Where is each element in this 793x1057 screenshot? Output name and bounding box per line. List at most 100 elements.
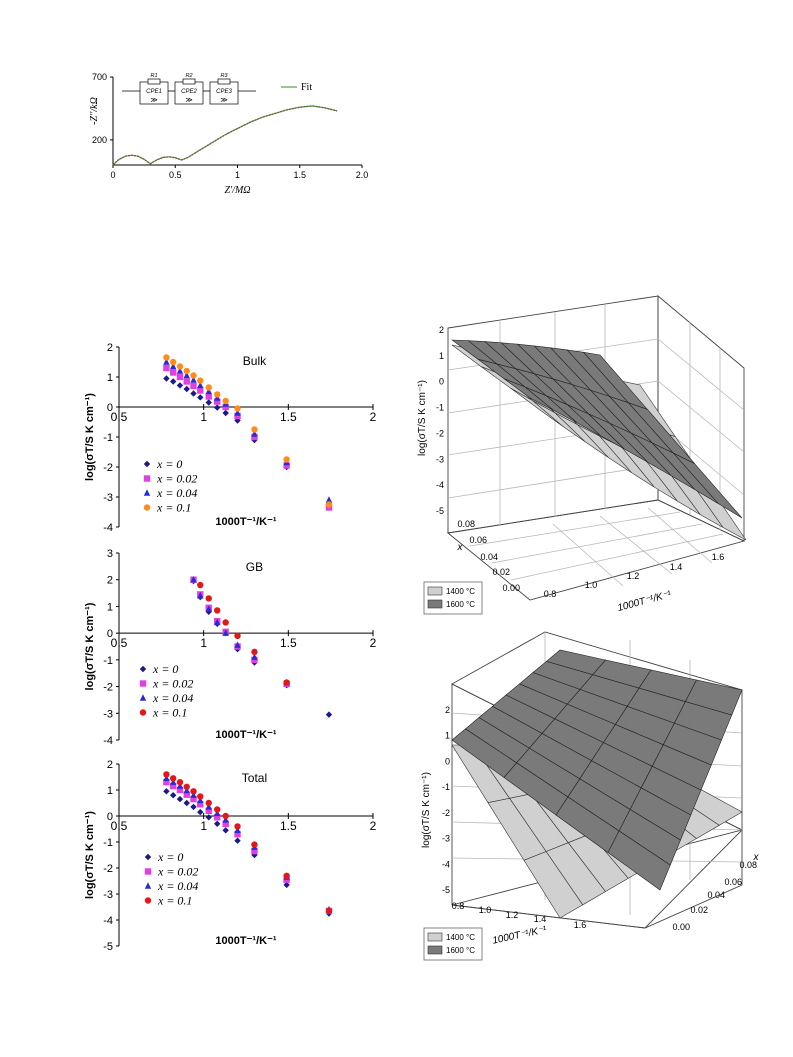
y-tick-label: -1	[103, 837, 113, 849]
data-point-diamond	[234, 837, 241, 844]
y-tick-label: 0.06	[469, 535, 487, 545]
z-tick-label: -5	[442, 885, 450, 895]
data-point-circle	[283, 872, 290, 879]
x-tick-label: 1.4	[670, 562, 683, 572]
data-point-triangle	[251, 653, 258, 660]
data-point-square	[169, 782, 177, 790]
data-point-circle	[251, 841, 258, 848]
x-axis-label: 1000T⁻¹/K⁻¹	[491, 924, 548, 946]
data-point-triangle	[190, 791, 197, 798]
data-point-triangle	[197, 381, 204, 389]
data-point-circle	[222, 619, 229, 626]
data-point-triangle	[143, 489, 151, 496]
x-axis-label: 1000T⁻¹/K⁻¹	[215, 935, 276, 947]
data-point-square	[197, 387, 204, 394]
z-axis-label: log(σT/S K cm⁻¹)	[421, 772, 432, 848]
data-point-circle	[163, 771, 170, 778]
data-point-square	[176, 786, 184, 794]
data-point-triangle	[144, 882, 152, 889]
data-point-diamond	[169, 792, 177, 799]
data-point-diamond	[222, 827, 229, 834]
data-point-diamond	[214, 404, 221, 411]
data-point-circle	[176, 779, 184, 786]
z-tick-label: -4	[436, 480, 444, 490]
grid-line	[657, 338, 745, 411]
data-point-triangle	[197, 796, 204, 804]
x-tick-label: 1.2	[627, 571, 640, 581]
y-tick-label: -4	[103, 915, 113, 927]
x-tick-label: 1.5	[293, 170, 306, 180]
x-tick-label: 0.5	[111, 819, 128, 833]
data-point-diamond	[190, 803, 197, 811]
z-tick-label: -1	[436, 403, 444, 413]
data-point-circle	[169, 775, 177, 782]
data-point-triangle	[251, 430, 258, 437]
legend-label: x = 0.02	[156, 472, 197, 486]
legend-label: x = 0.1	[156, 501, 191, 515]
y-tick-label: -1	[103, 655, 113, 667]
data-point-square	[163, 364, 170, 372]
grid-line	[491, 523, 703, 564]
data-point-triangle	[234, 641, 241, 648]
data-point-diamond	[176, 382, 184, 389]
resistor-symbol	[182, 78, 196, 85]
data-point-diamond	[283, 881, 290, 889]
data-point-square	[222, 820, 229, 827]
grid-line	[647, 507, 713, 564]
y-tick-label: 0.00	[672, 922, 690, 932]
z-tick-label: 0	[439, 377, 444, 387]
x-tick-label: 0.5	[169, 170, 182, 180]
data-point-circle	[234, 632, 241, 640]
legend-label: x = 0.04	[152, 691, 193, 705]
chart-title: Total	[242, 771, 267, 785]
y-tick-label: 0	[107, 811, 113, 823]
data-point-square	[222, 403, 229, 411]
data-point-circle	[251, 426, 258, 433]
y-tick-label: 0.04	[480, 552, 498, 562]
data-point-diamond	[205, 814, 212, 821]
y-tick-label: 0	[107, 628, 113, 640]
data-point-circle	[205, 595, 212, 602]
data-point-diamond	[205, 399, 212, 406]
data-point-square	[214, 814, 221, 821]
y-axis-label: log(σT/S K cm⁻¹)	[84, 602, 96, 690]
data-point-square	[163, 779, 170, 786]
data-point-square	[183, 791, 190, 798]
legend-label: x = 0.04	[156, 486, 197, 500]
x-tick-label: 1	[200, 819, 207, 833]
data-point-diamond	[325, 711, 333, 718]
data-point-square	[234, 831, 241, 838]
cpe-label: CPE3	[216, 89, 232, 95]
data-point-square	[283, 462, 290, 469]
y-tick-label: 2	[107, 759, 113, 771]
x-tick-label: 0.5	[111, 410, 128, 424]
legend-label: 1600 °C	[446, 600, 475, 609]
data-point-triangle	[163, 358, 170, 365]
legend-label: x = 0	[157, 850, 183, 864]
resistor-label: R3	[220, 73, 228, 79]
grid-line	[469, 511, 681, 547]
legend-label: 1600 °C	[446, 946, 475, 955]
data-point-circle	[205, 799, 212, 807]
data-point-triangle	[169, 778, 177, 785]
y-tick-label: 0.06	[724, 877, 742, 887]
data-point-square	[205, 393, 212, 400]
x-axis-label: Z'/MΩ	[224, 185, 250, 196]
z-tick-label: -1	[442, 782, 450, 792]
x-axis-label: 1000T⁻¹/K⁻¹	[215, 516, 276, 528]
legend-label: x = 0	[152, 662, 178, 676]
floor	[446, 499, 746, 601]
z-tick-label: -3	[436, 454, 444, 464]
data-point-circle	[183, 367, 190, 375]
resistor-symbol	[147, 78, 161, 85]
data-point-circle	[163, 354, 170, 361]
cpe-symbol: ≫	[220, 97, 227, 104]
data-point-triangle	[176, 782, 184, 789]
resistor-label: R2	[185, 73, 192, 79]
legend-swatch	[427, 599, 443, 609]
data-point-circle	[197, 581, 204, 589]
legend-swatch	[427, 945, 443, 955]
y-tick-label: 0.04	[707, 890, 725, 900]
x-tick-label: 1.0	[585, 580, 598, 590]
